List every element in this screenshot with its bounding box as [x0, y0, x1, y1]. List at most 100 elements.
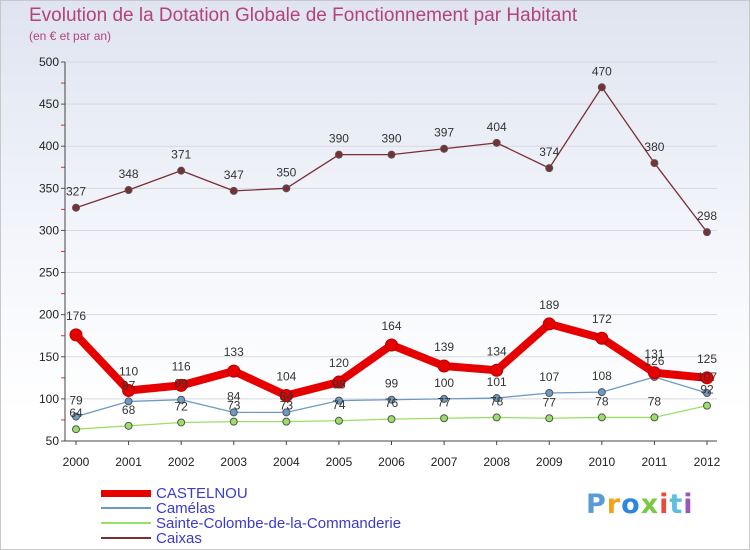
data-point	[124, 397, 133, 406]
data-label: 78	[648, 394, 662, 408]
logo-letter: i	[683, 489, 694, 520]
y-tick-label: 500	[39, 55, 59, 69]
legend-label-caixas: Caixas	[156, 530, 202, 547]
legend-swatch-caixas	[101, 537, 151, 539]
data-label: 97	[122, 378, 136, 392]
y-tick-label: 250	[39, 266, 59, 280]
legend-swatch-sainte-colombe	[101, 522, 151, 524]
data-label: 390	[329, 132, 349, 146]
data-label: 101	[487, 375, 507, 389]
x-tick-label: 2007	[431, 455, 458, 469]
x-tick-label: 2004	[273, 455, 300, 469]
data-label: 189	[539, 298, 559, 312]
y-tick-label: 350	[39, 181, 59, 195]
data-label: 74	[332, 398, 346, 412]
data-label: 371	[171, 148, 191, 162]
data-point	[282, 417, 291, 426]
data-point	[387, 150, 396, 159]
data-point	[122, 383, 136, 397]
legend-label-sainte-colombe: Sainte-Colombe-de-la-Commanderie	[156, 515, 402, 532]
data-point	[490, 363, 504, 377]
data-label: 374	[539, 145, 559, 159]
proxiti-logo: Proxiti	[586, 489, 694, 520]
data-label: 73	[227, 399, 241, 413]
data-point	[229, 186, 238, 195]
data-point	[334, 150, 343, 159]
data-label: 110	[119, 364, 138, 378]
y-tick-label: 400	[39, 139, 59, 153]
data-label: 298	[697, 209, 717, 223]
data-point	[650, 159, 659, 168]
legend-label-castelnou: CASTELNOU	[156, 485, 248, 502]
data-label: 107	[697, 370, 717, 384]
data-label: 164	[381, 319, 401, 333]
data-label: 380	[644, 140, 664, 154]
data-point	[177, 418, 186, 427]
legend-swatch-castelnou	[101, 490, 151, 497]
data-point	[703, 228, 711, 237]
data-point	[174, 378, 188, 392]
data-point	[177, 166, 186, 175]
data-label: 108	[592, 369, 612, 383]
data-point	[440, 394, 449, 403]
data-point	[282, 184, 291, 193]
y-tick-label: 200	[39, 308, 59, 322]
data-label: 348	[119, 167, 139, 181]
data-label: 347	[224, 168, 244, 182]
x-tick-label: 2006	[378, 455, 405, 469]
data-point	[597, 413, 606, 422]
x-tick-label: 2008	[483, 455, 510, 469]
data-label: 125	[697, 352, 717, 366]
data-label: 78	[490, 394, 504, 408]
data-point	[595, 331, 609, 345]
logo-letter: i	[659, 489, 670, 520]
y-tick-label: 50	[46, 434, 60, 448]
data-point	[177, 395, 186, 404]
data-label: 84	[227, 389, 241, 403]
data-point	[227, 364, 241, 378]
legend-label-camelas: Camélas	[156, 500, 216, 517]
data-point	[703, 388, 711, 397]
data-label: 77	[437, 395, 451, 409]
data-point	[440, 414, 449, 423]
data-point	[492, 413, 501, 422]
data-label: 107	[539, 370, 559, 384]
data-point	[387, 395, 396, 404]
x-tick-label: 2011	[642, 455, 668, 469]
data-label: 77	[543, 395, 557, 409]
data-point	[437, 359, 451, 373]
data-label: 397	[434, 126, 454, 140]
data-point	[282, 408, 291, 417]
data-label: 470	[592, 64, 612, 78]
data-label: 78	[595, 394, 609, 408]
data-label: 76	[385, 396, 399, 410]
data-point	[440, 144, 449, 153]
data-point	[72, 412, 80, 421]
logo-letter: t	[669, 489, 684, 520]
data-point	[332, 375, 346, 389]
logo-letter: x	[640, 489, 660, 520]
data-label: 390	[381, 132, 401, 146]
data-point	[545, 164, 554, 173]
data-label: 79	[69, 394, 83, 408]
data-point	[229, 408, 238, 417]
data-point	[542, 317, 556, 331]
data-point	[124, 186, 133, 195]
data-label: 139	[434, 340, 454, 354]
chart-title: Evolution de la Dotation Globale de Fonc…	[29, 5, 578, 26]
data-point	[69, 328, 83, 342]
data-label: 64	[69, 406, 83, 420]
data-label: 100	[434, 376, 454, 390]
data-point	[385, 338, 398, 352]
data-point	[545, 388, 554, 397]
data-label: 99	[385, 377, 399, 391]
data-point	[703, 401, 711, 410]
data-point	[279, 389, 293, 403]
y-tick-label: 150	[39, 350, 59, 364]
data-point	[124, 421, 133, 430]
x-tick-label: 2010	[588, 455, 615, 469]
data-label: 172	[592, 312, 612, 326]
logo-letter: o	[621, 489, 641, 520]
